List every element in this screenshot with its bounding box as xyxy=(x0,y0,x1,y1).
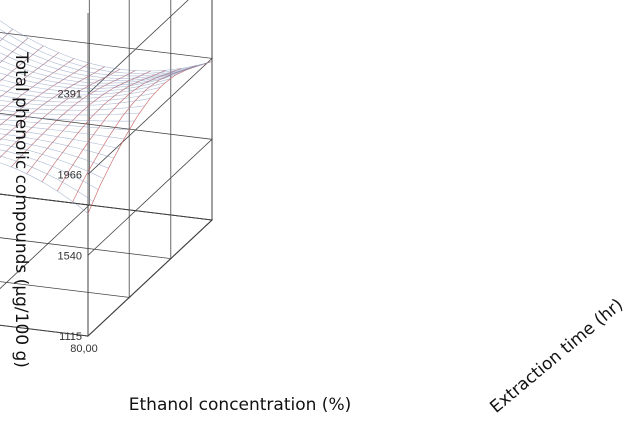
surface-line-time xyxy=(0,109,140,116)
y-gridline xyxy=(0,0,213,221)
x-tick-label: 80,00 xyxy=(70,343,98,355)
surface-line-time xyxy=(0,78,171,92)
surface-line-time xyxy=(0,133,114,159)
surface-line-time xyxy=(0,28,207,74)
surface-line-time xyxy=(0,114,135,122)
y-axis-title: Extraction time (hr) xyxy=(486,295,627,418)
z-axis-title: Total phenolic compounds (µg/100 g) xyxy=(11,51,31,368)
surface-line-time xyxy=(0,20,213,72)
surface-line-time xyxy=(0,104,145,111)
surface-line-time xyxy=(0,118,130,131)
surface-line-time xyxy=(0,162,89,214)
z-tick-label: 1540 xyxy=(58,250,82,262)
surface-line-time xyxy=(0,143,104,179)
x-axis-title: Ethanol concentration (%) xyxy=(129,395,351,415)
surface-mesh xyxy=(0,20,213,214)
surface-line-time xyxy=(0,123,125,140)
surface-line-time xyxy=(0,98,151,107)
surface-line-time xyxy=(0,44,197,79)
surface-line-time xyxy=(0,149,99,190)
surface-line-time xyxy=(0,66,182,87)
z-tick-label: 1966 xyxy=(58,169,82,181)
surface-line-time xyxy=(0,82,166,96)
surface-line-time xyxy=(0,155,94,202)
surface-line-time xyxy=(0,37,202,77)
surface-line-time xyxy=(0,92,156,103)
surface-line-time xyxy=(0,87,161,99)
z-tick-label: 1115 xyxy=(59,331,82,343)
axis-walls xyxy=(0,0,214,338)
y-gridline xyxy=(0,0,172,260)
surface-line-time xyxy=(0,52,192,81)
surface-line-time xyxy=(0,59,187,84)
surface-line-time xyxy=(0,138,109,169)
z-tick-label: 2391 xyxy=(58,89,82,101)
surface-line-time xyxy=(0,72,176,89)
surface-line-time xyxy=(0,128,120,149)
